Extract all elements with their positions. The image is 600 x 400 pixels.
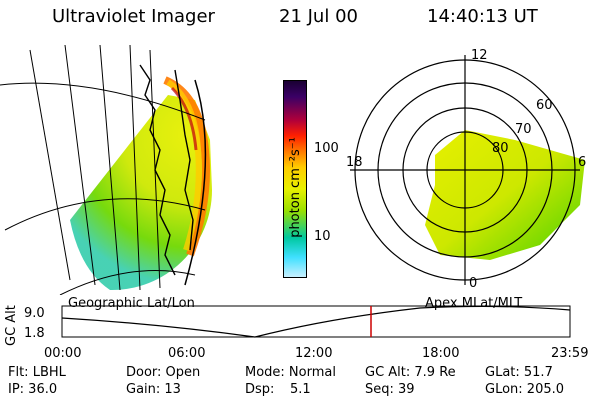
timeline-axis-label: GC Alt	[4, 305, 19, 346]
limb-edge	[184, 79, 207, 286]
geo-longitude-info: GLon: 205.0	[485, 382, 565, 397]
polar-grid	[350, 55, 580, 285]
colorbar-tick-100: 100	[314, 141, 339, 156]
polar-label-right: 6	[578, 155, 586, 170]
polar-plot: 12 18 6 0 60 70 80	[346, 48, 586, 291]
geographic-image-panel	[0, 44, 212, 295]
polar-ring-label-60: 60	[536, 98, 553, 113]
altitude-timeline: GC Alt 9.0 1.8	[4, 305, 571, 346]
time-label: 14:40:13 UT	[427, 6, 538, 27]
gc-altitude-info: GC Alt: 7.9 Re	[365, 365, 456, 380]
timeline-xtick-2359: 23:59	[551, 346, 589, 361]
timeline-xtick-0600: 06:00	[168, 346, 206, 361]
timeline-xtick-1800: 18:00	[422, 346, 460, 361]
gain-info: Gain: 13	[126, 382, 181, 397]
timeline-ytick-high: 9.0	[24, 306, 45, 321]
colorbar-label: photon cm⁻²s⁻¹	[287, 137, 303, 238]
door-info: Door: Open	[126, 365, 201, 380]
dsp-label: Dsp:	[245, 382, 275, 397]
timeline-ytick-low: 1.8	[24, 326, 45, 341]
ip-info: IP: 36.0	[8, 382, 58, 397]
polar-ring-label-70: 70	[515, 122, 532, 137]
lat-lon-grid	[0, 44, 206, 295]
colorbar	[283, 80, 307, 278]
timeline-frame	[61, 305, 571, 338]
coastline	[139, 64, 194, 276]
timeline-xtick-1200: 12:00	[295, 346, 333, 361]
polar-label-left: 18	[346, 155, 363, 170]
app-title: Ultraviolet Imager	[52, 6, 215, 27]
polar-ring-label-80: 80	[492, 141, 509, 156]
timeline-xtick-0000: 00:00	[44, 346, 82, 361]
timeline-left-title: Geographic Lat/Lon	[68, 296, 195, 311]
sequence-info: Seq: 39	[365, 382, 415, 397]
date-label: 21 Jul 00	[279, 6, 358, 27]
colorbar-tick-10: 10	[314, 229, 331, 244]
polar-label-top: 12	[471, 48, 488, 63]
polar-label-bottom: 0	[469, 276, 477, 291]
filter-info: Flt: LBHL	[8, 365, 66, 380]
dsp-value: 5.1	[290, 382, 311, 397]
geo-latitude-info: GLat: 51.7	[485, 365, 553, 380]
mode-info: Mode: Normal	[245, 365, 336, 380]
altitude-curve	[61, 305, 571, 338]
